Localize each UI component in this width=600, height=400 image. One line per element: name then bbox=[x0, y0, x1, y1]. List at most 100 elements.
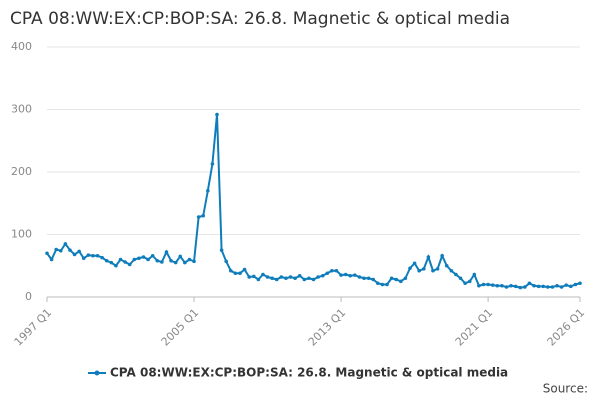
point bbox=[536, 284, 541, 289]
point bbox=[343, 272, 348, 277]
point bbox=[490, 283, 495, 287]
point bbox=[527, 281, 532, 286]
point bbox=[518, 285, 523, 290]
point bbox=[91, 253, 95, 258]
point bbox=[265, 275, 270, 279]
point bbox=[270, 276, 274, 281]
point bbox=[178, 254, 183, 259]
point bbox=[555, 283, 559, 288]
point bbox=[330, 268, 334, 273]
x-tick-label: 2026 Q1 bbox=[545, 306, 588, 349]
point bbox=[238, 271, 242, 276]
point bbox=[49, 257, 54, 262]
point bbox=[320, 273, 325, 278]
point bbox=[481, 282, 486, 287]
point bbox=[169, 258, 173, 263]
point bbox=[307, 276, 311, 281]
point bbox=[279, 275, 284, 279]
point bbox=[362, 276, 366, 281]
point bbox=[288, 275, 293, 279]
x-tick-label: 2021 Q1 bbox=[453, 306, 496, 349]
point bbox=[81, 256, 86, 261]
point bbox=[311, 277, 316, 282]
point bbox=[550, 285, 555, 289]
point bbox=[532, 283, 536, 288]
y-tick-label: 300 bbox=[11, 103, 32, 116]
point bbox=[431, 268, 435, 273]
point bbox=[325, 271, 330, 276]
point bbox=[192, 259, 196, 264]
point bbox=[104, 258, 109, 263]
point bbox=[160, 260, 164, 264]
point bbox=[146, 257, 150, 262]
point bbox=[389, 276, 394, 281]
point bbox=[523, 285, 527, 289]
point bbox=[408, 266, 412, 271]
point bbox=[472, 272, 477, 277]
point bbox=[573, 282, 578, 287]
point bbox=[463, 281, 467, 286]
point bbox=[206, 188, 210, 193]
point bbox=[541, 284, 546, 289]
point bbox=[100, 255, 104, 260]
point bbox=[183, 260, 187, 265]
point bbox=[215, 112, 219, 117]
point bbox=[513, 284, 518, 289]
point bbox=[261, 272, 265, 277]
point bbox=[454, 272, 458, 277]
point bbox=[45, 251, 49, 256]
point bbox=[467, 279, 472, 284]
point bbox=[86, 253, 91, 257]
point bbox=[458, 276, 463, 281]
point bbox=[141, 255, 146, 259]
point bbox=[187, 257, 192, 262]
point bbox=[155, 258, 160, 263]
point bbox=[118, 257, 123, 262]
point bbox=[247, 275, 251, 279]
point bbox=[385, 282, 389, 287]
line bbox=[46, 114, 581, 289]
point bbox=[95, 253, 100, 258]
point bbox=[380, 282, 385, 287]
x-tick-label: 2005 Q1 bbox=[159, 306, 202, 349]
point bbox=[284, 276, 288, 281]
point bbox=[77, 249, 81, 254]
point bbox=[150, 253, 155, 258]
point bbox=[348, 273, 353, 278]
point bbox=[127, 262, 132, 267]
point bbox=[210, 162, 215, 166]
point bbox=[316, 275, 320, 279]
point bbox=[578, 281, 582, 286]
point bbox=[417, 268, 421, 273]
point bbox=[546, 285, 550, 289]
chart-title: CPA 08:WW:EX:CP:BOP:SA: 26.8. Magnetic &… bbox=[10, 9, 510, 29]
point bbox=[559, 285, 564, 289]
point bbox=[224, 259, 228, 264]
point bbox=[274, 277, 279, 282]
y-tick-label: 200 bbox=[11, 165, 32, 178]
y-tick-label: 400 bbox=[11, 40, 32, 53]
point bbox=[297, 273, 302, 278]
point bbox=[256, 277, 261, 282]
point bbox=[569, 284, 573, 289]
point bbox=[196, 215, 201, 219]
point bbox=[564, 283, 569, 287]
legend-label: CPA 08:WW:EX:CP:BOP:SA: 26.8. Magnetic &… bbox=[110, 366, 508, 380]
point bbox=[449, 268, 454, 273]
point bbox=[201, 213, 206, 218]
point bbox=[114, 263, 118, 268]
point bbox=[444, 263, 449, 268]
point bbox=[399, 279, 403, 284]
point bbox=[109, 260, 114, 265]
point bbox=[54, 247, 58, 252]
point bbox=[394, 277, 399, 282]
x-tick-label: 2013 Q1 bbox=[306, 306, 349, 349]
y-tick-label: 100 bbox=[11, 228, 32, 241]
point bbox=[477, 283, 481, 288]
point bbox=[435, 267, 440, 271]
point bbox=[403, 276, 408, 281]
point bbox=[353, 273, 357, 277]
point bbox=[293, 276, 297, 281]
point bbox=[63, 242, 68, 246]
